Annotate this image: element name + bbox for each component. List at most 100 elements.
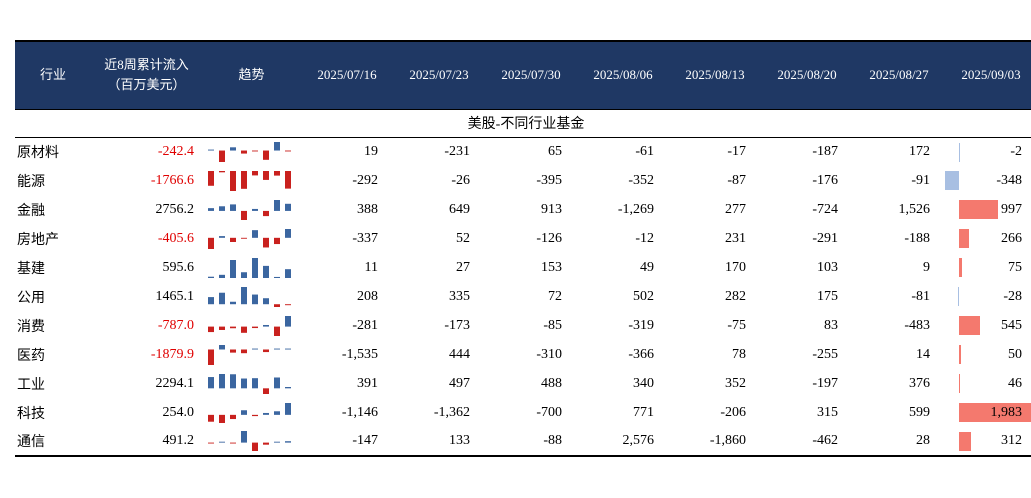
weekly-value-cell: -462 (812, 433, 838, 448)
weekly-value-cell: 28 (916, 433, 930, 448)
weekly-value-cell: 282 (725, 288, 746, 304)
trend-sparkline (207, 170, 291, 191)
trend-cell (202, 311, 301, 340)
weekly-value-cell: 103 (817, 259, 838, 275)
trend-cell (202, 369, 301, 398)
weekly-value-cell: -700 (536, 404, 562, 420)
table-row: 原材料 -242.4 19 -231 65 -61 -17 -187 172 -2 (15, 137, 1031, 166)
trend-cell (202, 253, 301, 282)
databar-value-cell: -28 (945, 282, 1031, 311)
industry-cell: 房地产 (17, 232, 59, 248)
industry-cell: 原材料 (17, 145, 59, 161)
weekly-value-cell: 649 (449, 201, 470, 217)
cumulative-flow-cell: 491.2 (162, 433, 195, 448)
table-row: 科技 254.0 -1,146 -1,362 -700 771 -206 315 599 1,98… (15, 398, 1031, 427)
weekly-value-cell: -197 (812, 375, 838, 391)
weekly-value-cell: -724 (812, 201, 838, 217)
weekly-value-cell: 49 (640, 259, 654, 275)
column-header-7: 2025/08/13 (669, 41, 761, 109)
databar-value: -28 (1003, 288, 1022, 304)
column-header-9: 2025/08/27 (853, 41, 945, 109)
weekly-value-cell: -1,535 (341, 346, 378, 362)
weekly-value-cell: -26 (451, 172, 470, 188)
weekly-value-cell: -1,860 (709, 433, 746, 448)
weekly-value-cell: 340 (633, 375, 654, 391)
trend-sparkline (207, 373, 291, 394)
weekly-value-cell: -281 (352, 317, 378, 333)
table-row: 公用 1465.1 208 335 72 502 282 175 -81 -28 (15, 282, 1031, 311)
industry-cell: 通信 (17, 435, 45, 450)
header-row: 行业 近8周累计流入（百万美元） 趋势 2025/07/16 2025/07/23 202… (15, 41, 1031, 109)
weekly-value-cell: -292 (352, 172, 378, 188)
data-bar (957, 287, 959, 306)
weekly-value-cell: 376 (909, 375, 930, 391)
weekly-value-cell: -206 (720, 404, 746, 420)
weekly-value-cell: -319 (628, 317, 654, 333)
weekly-value-cell: -337 (352, 230, 378, 246)
trend-sparkline (207, 315, 291, 336)
trend-sparkline (207, 199, 291, 220)
weekly-value-cell: 72 (548, 288, 562, 304)
trend-cell (202, 224, 301, 253)
data-bar (958, 403, 1031, 422)
column-header-6: 2025/08/06 (577, 41, 669, 109)
trend-sparkline (207, 431, 291, 451)
table-row: 基建 595.6 11 27 153 49 170 103 9 75 (15, 253, 1031, 282)
data-bar (958, 258, 962, 277)
databar-value: 46 (1008, 375, 1022, 391)
trend-sparkline (207, 257, 291, 278)
weekly-value-cell: -12 (635, 230, 654, 246)
databar-value: 75 (1008, 259, 1022, 275)
weekly-value-cell: -352 (628, 172, 654, 188)
trend-cell (202, 195, 301, 224)
weekly-value-cell: 19 (364, 143, 378, 159)
weekly-value-cell: -85 (543, 317, 562, 333)
weekly-value-cell: -483 (904, 317, 930, 333)
weekly-value-cell: -395 (536, 172, 562, 188)
weekly-value-cell: -176 (812, 172, 838, 188)
weekly-value-cell: 599 (909, 404, 930, 420)
weekly-value-cell: 52 (456, 230, 470, 246)
weekly-value-cell: 913 (541, 201, 562, 217)
weekly-value-cell: -87 (727, 172, 746, 188)
data-bar (958, 200, 998, 219)
industry-cell: 金融 (17, 203, 45, 219)
weekly-value-cell: 277 (725, 201, 746, 217)
weekly-value-cell: -231 (444, 143, 470, 159)
weekly-value-cell: -310 (536, 346, 562, 362)
table-header: 行业 近8周累计流入（百万美元） 趋势 2025/07/16 2025/07/23 202… (15, 41, 1031, 109)
weekly-value-cell: -1,362 (433, 404, 470, 420)
databar-value: 312 (1001, 433, 1022, 448)
cumulative-flow-cell: 595.6 (162, 259, 195, 275)
weekly-value-cell: -188 (904, 230, 930, 246)
weekly-value-cell: 335 (449, 288, 470, 304)
column-header-5: 2025/07/30 (485, 41, 577, 109)
table-row: 医药 -1879.9 -1,535 444 -310 -366 78 -255 14 50 (15, 340, 1031, 369)
weekly-value-cell: -1,269 (617, 201, 654, 217)
weekly-value-cell: 502 (633, 288, 654, 304)
fund-flow-table-container: 行业 近8周累计流入（百万美元） 趋势 2025/07/16 2025/07/23 202… (15, 40, 1031, 457)
weekly-value-cell: 231 (725, 230, 746, 246)
cumulative-flow-cell: -405.6 (157, 230, 194, 246)
weekly-value-cell: 11 (364, 259, 378, 275)
weekly-value-cell: 78 (732, 346, 746, 362)
databar-value: -2 (1010, 143, 1022, 159)
column-header-10: 2025/09/03 (945, 41, 1031, 109)
trend-cell (202, 398, 301, 427)
databar-value: 50 (1008, 346, 1022, 362)
weekly-value-cell: -173 (444, 317, 470, 333)
weekly-value-cell: 14 (916, 346, 930, 362)
weekly-value-cell: 153 (541, 259, 562, 275)
trend-cell (202, 427, 301, 456)
weekly-value-cell: 175 (817, 288, 838, 304)
databar-value-cell: 1,983 (945, 398, 1031, 427)
databar-value: 545 (1001, 317, 1022, 333)
trend-sparkline (207, 286, 291, 307)
weekly-value-cell: -61 (635, 143, 654, 159)
data-bar (958, 229, 970, 248)
table-row: 消费 -787.0 -281 -173 -85 -319 -75 83 -483 545 (15, 311, 1031, 340)
trend-cell (202, 137, 301, 166)
weekly-value-cell: 352 (725, 375, 746, 391)
column-header-4: 2025/07/23 (393, 41, 485, 109)
table-row: 能源 -1766.6 -292 -26 -395 -352 -87 -176 -91 -348 (15, 166, 1031, 195)
